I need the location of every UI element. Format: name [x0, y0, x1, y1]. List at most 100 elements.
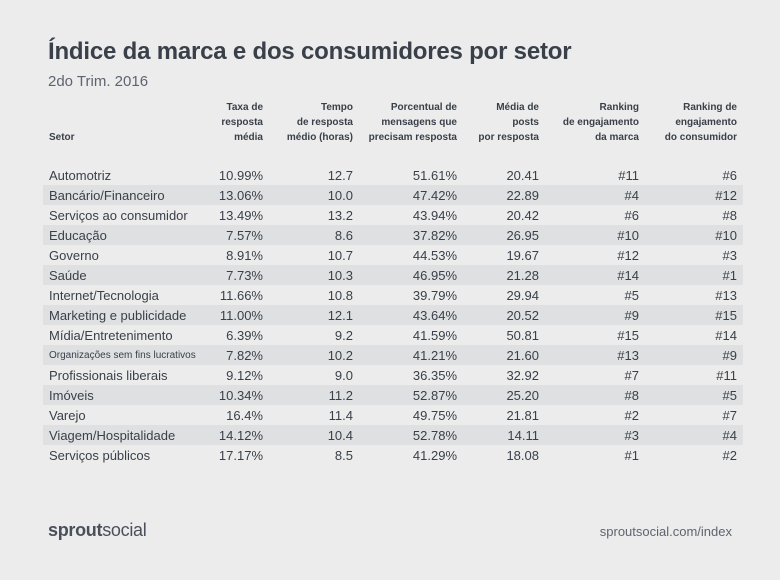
- value-cell: #5: [645, 385, 743, 405]
- value-cell: 25.20: [463, 385, 545, 405]
- table-row: Governo 8.91% 10.7 44.53% 19.67 #12 #3: [43, 245, 743, 265]
- value-cell: #6: [722, 167, 737, 183]
- value-cell: #3: [722, 247, 737, 263]
- value-cell: 10.34%: [203, 385, 269, 405]
- sector-name-cell: Serviços públicos: [49, 447, 151, 463]
- value-cell: 39.79%: [412, 287, 457, 303]
- chart-subtitle: 2do Trim. 2016: [48, 73, 149, 90]
- value-cell: 41.21%: [359, 345, 463, 365]
- value-cell: 10.99%: [218, 167, 263, 183]
- table-row: Serviços públicos 17.17% 8.5 41.29% 18.08 #1 #…: [43, 445, 743, 465]
- value-cell: #11: [618, 167, 639, 183]
- value-cell: #9: [545, 305, 645, 325]
- column-header-line: da marca: [595, 132, 639, 143]
- value-cell: 43.94%: [412, 207, 457, 223]
- table-row: Automotriz 10.99% 12.7 51.61% 20.41 #11 #6: [43, 165, 743, 185]
- column-header-line: de engajamento: [562, 117, 639, 128]
- sector-name-cell: Viagem/Hospitalidade: [43, 425, 203, 445]
- table-row: Internet/Tecnologia 11.66% 10.8 39.79% 29.94…: [43, 285, 743, 305]
- column-header: Média de posts por resposta: [463, 100, 545, 165]
- value-cell: 16.4%: [226, 407, 263, 423]
- sector-name-cell: Saúde: [43, 265, 203, 285]
- value-cell: 14.12%: [203, 425, 269, 445]
- table-row: Serviços ao consumidor 13.49% 13.2 43.94% 20…: [43, 205, 743, 225]
- column-header-line: do consumidor: [664, 132, 737, 143]
- value-cell: 13.06%: [203, 185, 269, 205]
- value-cell: 41.59%: [412, 327, 457, 343]
- table-row: Mídia/Entretenimento 6.39% 9.2 41.59% 50.81 #…: [43, 325, 743, 345]
- value-cell: #7: [624, 367, 639, 383]
- value-cell: #5: [624, 287, 639, 303]
- value-cell: 10.4: [269, 425, 359, 445]
- value-cell: 10.8: [327, 287, 353, 303]
- value-cell: 46.95%: [359, 265, 463, 285]
- column-header-line: Ranking: [599, 102, 639, 113]
- value-cell: #1: [645, 265, 743, 285]
- value-cell: #14: [715, 327, 737, 343]
- footer-url: sproutsocial.com/index: [599, 524, 732, 539]
- value-cell: 13.2: [327, 207, 353, 223]
- value-cell: #8: [545, 385, 645, 405]
- column-header: Setor: [43, 100, 203, 165]
- value-cell: 8.6: [269, 225, 359, 245]
- table-row: Bancário/Financeiro 13.06% 10.0 47.42% 22.89…: [43, 185, 743, 205]
- column-header-line: engajamento: [675, 117, 737, 128]
- value-cell: 12.1: [269, 305, 359, 325]
- table-row: Marketing e publicidade 11.00% 12.1 43.64% 2…: [43, 305, 743, 325]
- value-cell: 26.95: [463, 225, 545, 245]
- sector-name-cell: Mídia/Entretenimento: [49, 327, 173, 343]
- column-header: Porcentual de mensagens que precisam respo…: [359, 100, 463, 165]
- table-row: Varejo 16.4% 11.4 49.75% 21.81 #2 #7: [43, 405, 743, 425]
- column-header-line: Média de posts: [496, 102, 539, 128]
- logo-bold-part: sprout: [48, 520, 103, 540]
- value-cell: 52.78%: [359, 425, 463, 445]
- value-cell: #4: [645, 425, 743, 445]
- sector-name-cell: Serviços ao consumidor: [49, 207, 188, 223]
- table-row: Saúde 7.73% 10.3 46.95% 21.28 #14 #1: [43, 265, 743, 285]
- value-cell: #2: [722, 447, 737, 463]
- column-header-line: por resposta: [478, 132, 539, 143]
- column-header-line: resposta média: [221, 117, 263, 143]
- value-cell: 9.2: [334, 327, 353, 343]
- value-cell: #14: [545, 265, 645, 285]
- value-cell: 50.81: [506, 327, 539, 343]
- column-header-line: Ranking de: [683, 102, 737, 113]
- value-cell: #12: [645, 185, 743, 205]
- column-header: Tempo de resposta médio (horas): [269, 100, 359, 165]
- value-cell: 49.75%: [412, 407, 457, 423]
- value-cell: #8: [722, 207, 737, 223]
- value-cell: 10.0: [269, 185, 359, 205]
- value-cell: 47.42%: [359, 185, 463, 205]
- column-header-line: Tempo: [320, 102, 353, 113]
- value-cell: 37.82%: [359, 225, 463, 245]
- column-header-line: de resposta: [296, 117, 353, 128]
- sproutsocial-logo: sproutsocial: [48, 520, 147, 541]
- value-cell: 51.61%: [412, 167, 457, 183]
- value-cell: 12.7: [327, 167, 353, 183]
- value-cell: 36.35%: [412, 367, 457, 383]
- column-header-line: Porcentual de: [390, 102, 457, 113]
- column-header-line: médio (horas): [286, 132, 353, 143]
- value-cell: #9: [645, 345, 743, 365]
- value-cell: #13: [715, 287, 737, 303]
- value-cell: #13: [545, 345, 645, 365]
- value-cell: 11.2: [269, 385, 359, 405]
- chart-title: Índice da marca e dos consumidores por s…: [48, 38, 572, 65]
- table-row: Organizações sem fins lucrativos 7.82% 10.…: [43, 345, 743, 365]
- sector-name-cell: Profissionais liberais: [49, 367, 168, 383]
- value-cell: #15: [617, 327, 639, 343]
- sector-name-cell: Governo: [49, 247, 99, 263]
- value-cell: 32.92: [506, 367, 539, 383]
- sector-name-cell: Organizações sem fins lucrativos: [43, 345, 203, 365]
- value-cell: 9.12%: [226, 367, 263, 383]
- value-cell: 7.73%: [203, 265, 269, 285]
- table-header-row: Setor Taxa de resposta média Tempo de respos…: [43, 100, 743, 165]
- value-cell: #15: [645, 305, 743, 325]
- table-row: Viagem/Hospitalidade 14.12% 10.4 52.78% 14.1…: [43, 425, 743, 445]
- value-cell: 21.81: [506, 407, 539, 423]
- value-cell: #7: [722, 407, 737, 423]
- sector-name-cell: Bancário/Financeiro: [43, 185, 203, 205]
- value-cell: 11.00%: [203, 305, 269, 325]
- value-cell: 11.4: [328, 407, 353, 423]
- value-cell: 52.87%: [359, 385, 463, 405]
